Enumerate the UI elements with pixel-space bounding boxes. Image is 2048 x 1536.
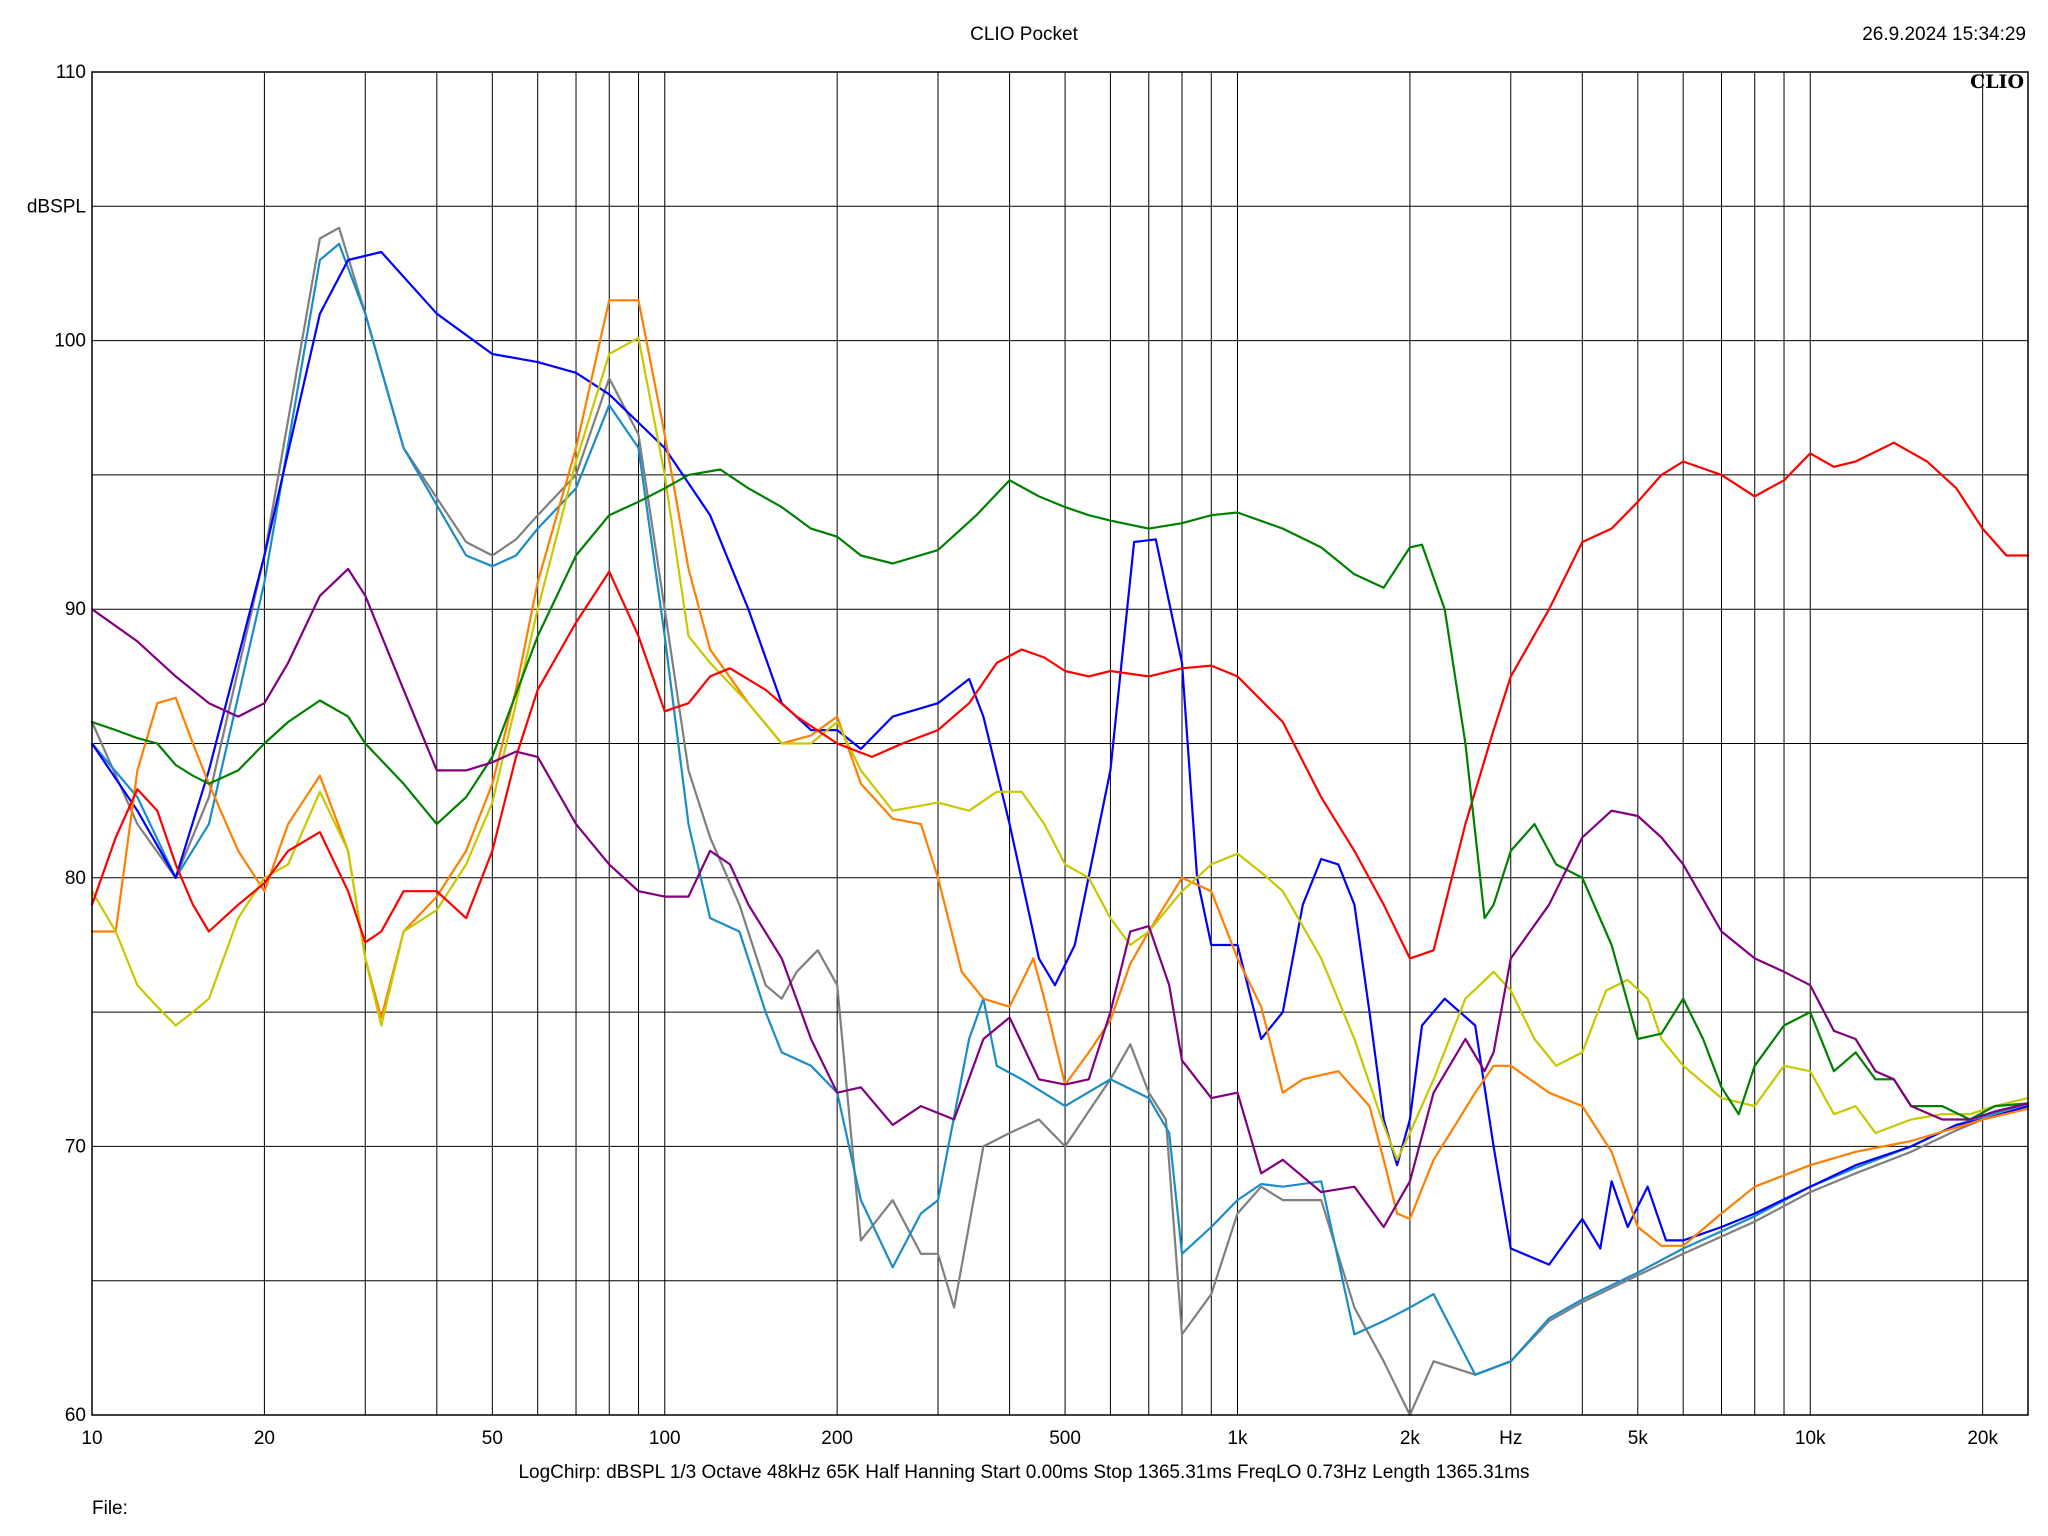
tick-labels: 10 20 50 100 200 500 1k 2k Hz 5k 10k 20k 110 dBSPL 100… xyxy=(27,62,1999,1449)
chart-title: CLIO Pocket xyxy=(970,24,1078,45)
plot-frame xyxy=(91,71,2029,1416)
x-tick-label: 5k xyxy=(1628,1428,1649,1449)
y-tick-label: 90 xyxy=(65,599,86,620)
series-line-6 xyxy=(90,441,2030,960)
y-tick-label: 70 xyxy=(65,1136,86,1157)
y-tick-label: 60 xyxy=(65,1405,86,1426)
x-tick-label: 20 xyxy=(254,1428,275,1449)
series-line-2 xyxy=(90,242,2030,1376)
series-line-7 xyxy=(90,468,2030,1121)
x-tick-label: 100 xyxy=(649,1428,681,1449)
x-tick-label: 200 xyxy=(821,1428,853,1449)
y-tick-label: 110 xyxy=(56,62,86,83)
grid xyxy=(91,71,2028,1416)
y-tick-label: 80 xyxy=(65,868,86,889)
clio-logo: CLIO xyxy=(1970,71,2024,93)
x-tick-label: 10k xyxy=(1795,1428,1826,1449)
x-tick-label: 20k xyxy=(1967,1428,1998,1449)
x-tick-label: 10 xyxy=(81,1428,102,1449)
x-tick-label: 1k xyxy=(1227,1428,1248,1449)
y-tick-label: dBSPL xyxy=(27,196,86,217)
x-tick-label: Hz xyxy=(1499,1428,1522,1449)
series-line-5 xyxy=(90,336,2030,1161)
timestamp: 26.9.2024 15:34:29 xyxy=(1862,24,2026,45)
series-line-1 xyxy=(90,226,2030,1417)
y-tick-label: 100 xyxy=(54,331,86,352)
series-lines xyxy=(90,226,2030,1417)
series-line-3 xyxy=(90,250,2030,1266)
file-label: File: xyxy=(92,1498,128,1519)
x-tick-label: 50 xyxy=(482,1428,503,1449)
x-tick-label: 500 xyxy=(1049,1428,1081,1449)
x-tick-label: 2k xyxy=(1400,1428,1421,1449)
series-line-8 xyxy=(90,567,2030,1229)
measurement-settings: LogChirp: dBSPL 1/3 Octave 48kHz 65K Hal… xyxy=(518,1462,1530,1483)
